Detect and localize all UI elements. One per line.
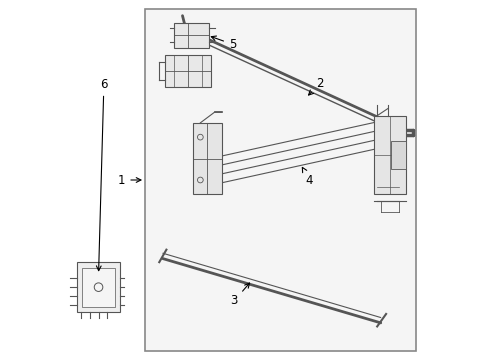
Text: 2: 2: [309, 77, 324, 95]
Text: 6: 6: [97, 78, 108, 271]
Bar: [77, 262, 120, 312]
Bar: [145, 9, 416, 351]
Text: 3: 3: [231, 283, 249, 307]
Bar: [165, 55, 211, 87]
Text: 5: 5: [211, 36, 236, 51]
Bar: [392, 141, 406, 169]
Bar: [82, 267, 115, 307]
Bar: [373, 116, 406, 194]
Bar: [173, 23, 209, 48]
Text: 4: 4: [302, 167, 313, 186]
Text: 1: 1: [118, 174, 141, 186]
Bar: [193, 123, 222, 194]
